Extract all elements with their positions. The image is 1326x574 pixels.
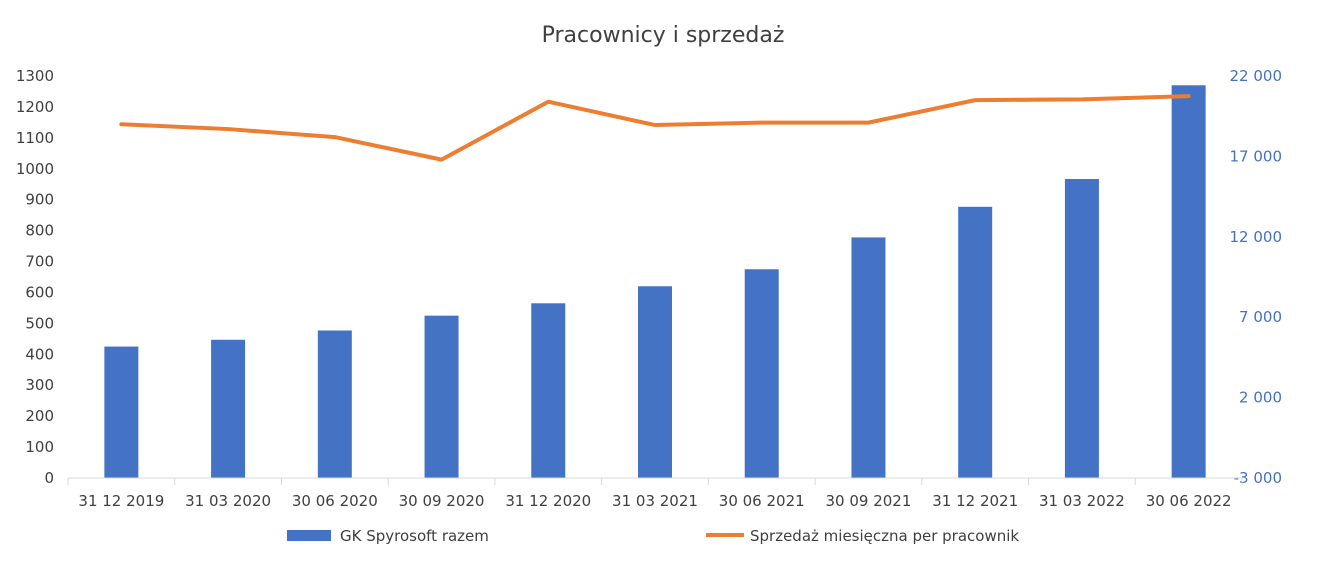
left-axis-ticks: 0 100 200 300 400 500 600 700 800 900 1000 1100 1200… [16,67,54,487]
x-tick-label: 31 03 2020 [185,492,271,510]
left-tick-label: 100 [25,438,54,456]
left-tick-label: 0 [44,469,54,487]
bar [104,346,139,478]
bar [744,269,779,478]
bar [211,339,246,478]
left-tick-label: 900 [25,191,54,209]
left-tick-label: 700 [25,253,54,271]
line-point [1081,98,1083,100]
left-tick-label: 800 [25,222,54,240]
bar [851,237,886,478]
line-point [547,101,549,103]
bar [958,206,993,478]
x-tick-label: 30 06 2022 [1146,492,1232,510]
line-point [334,136,336,138]
bar [424,315,459,478]
line-point [974,99,976,101]
line-point [761,122,763,124]
right-tick-label: 2 000 [1239,389,1282,407]
bar [638,286,672,478]
bar [317,330,352,478]
x-tick-label: 31 03 2021 [612,492,698,510]
line-point [120,123,122,125]
x-tick-label: 31 12 2019 [78,492,164,510]
bar [1171,85,1206,479]
x-tick-label: 30 06 2020 [292,492,378,510]
x-tick-label: 31 03 2022 [1039,492,1125,510]
legend-bar-label: GK Spyrosoft razem [340,527,489,545]
legend-line-label: Sprzedaż miesięczna per pracownik [750,527,1019,545]
left-tick-label: 1200 [16,98,54,116]
left-tick-label: 500 [25,314,54,332]
line-series [119,94,1191,162]
x-tick-label: 31 12 2020 [505,492,591,510]
left-tick-label: 1100 [16,129,54,147]
right-tick-label: 22 000 [1230,67,1283,85]
line-path [119,94,1191,162]
left-tick-label: 300 [25,376,54,394]
bar [1064,178,1099,478]
legend: GK Spyrosoft razem Sprzedaż miesięczna p… [287,527,1019,545]
x-axis-tick-marks [67,478,1243,485]
line-point [1188,95,1190,97]
right-tick-label: -3 000 [1234,469,1282,487]
line-point [227,128,229,130]
line-point [654,124,656,126]
bar-series [104,85,1206,479]
left-tick-label: 1000 [16,160,54,178]
left-tick-label: 200 [25,407,54,425]
left-tick-label: 400 [25,345,54,363]
x-axis-labels: 31 12 2019 31 03 2020 30 06 2020 30 09 2020… [78,492,1231,510]
chart-title: Pracownicy i sprzedaż [542,23,785,48]
x-tick-label: 30 09 2020 [399,492,485,510]
line-point [867,122,869,124]
left-tick-label: 600 [25,283,54,301]
x-tick-label: 31 12 2021 [932,492,1018,510]
bar [531,303,566,478]
x-tick-label: 30 09 2021 [826,492,912,510]
line-point [441,159,443,161]
x-tick-label: 30 06 2021 [719,492,805,510]
left-tick-label: 1300 [16,67,54,85]
legend-bar-swatch [287,530,331,541]
right-tick-label: 17 000 [1230,147,1283,165]
right-tick-label: 12 000 [1230,228,1283,246]
right-tick-label: 7 000 [1239,308,1282,326]
right-axis-ticks: -3 000 2 000 7 000 12 000 17 000 22 000 [1230,67,1283,487]
